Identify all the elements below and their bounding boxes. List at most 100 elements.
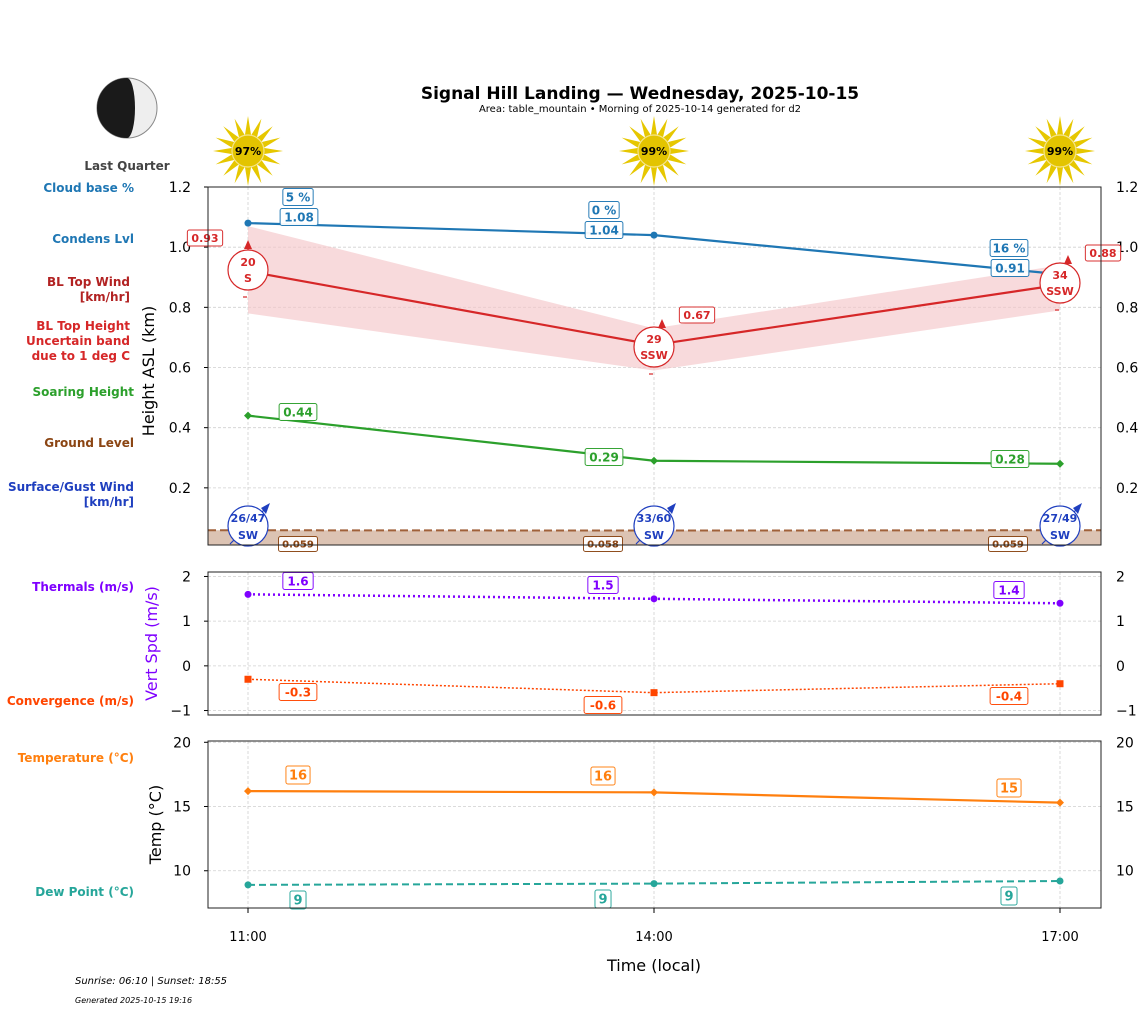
soaring-height-label: 0.44: [278, 403, 318, 421]
legend-cloud-base: Cloud base %: [43, 181, 134, 195]
y-axis-label: Vert Spd (m/s): [142, 586, 161, 701]
sun-icon: 99%: [619, 116, 689, 186]
temperature-label-text: 16: [594, 770, 612, 785]
convergence-point: [244, 675, 252, 683]
ground-level-label: 0.058: [583, 536, 623, 552]
bl-top-height-label-box: [186, 229, 224, 247]
convergence-label-text: -0.3: [285, 685, 311, 699]
wind-speed: 26/47: [231, 512, 266, 525]
soaring-height-label-text: 0.29: [589, 450, 619, 464]
legend-soaring-height: Soaring Height: [33, 385, 135, 399]
dewpoint-point: [650, 880, 658, 888]
y-tick-label-right: 1.0: [1116, 240, 1138, 256]
wind-speed: 33/60: [637, 512, 672, 525]
dewpoint-label: 9: [594, 889, 612, 909]
bl-top-wind-barb: 20 S: [227, 240, 269, 298]
thermals-label: 1.4: [993, 581, 1025, 599]
soaring-height-label-text: 0.44: [283, 405, 313, 419]
ground-level-label: 0.059: [988, 536, 1028, 552]
condensation-label: 1.04: [584, 221, 624, 239]
cloud-base-percent-label: 16 %: [989, 239, 1029, 257]
thermals-label-text: 1.5: [592, 578, 613, 592]
sun-times: Sunrise: 06:10 | Sunset: 18:55: [75, 976, 227, 987]
wind-arrow-icon: [1064, 255, 1072, 264]
temperature-panel: 10 10 15 15 20 20 16 16 15 9 9 9 Temp (°C) 11:00 14:00…: [146, 735, 1134, 975]
wind-direction: SSW: [1046, 285, 1073, 298]
condensation-label-text: 0.91: [995, 261, 1025, 275]
y-tick-label-left: 1.2: [169, 180, 191, 196]
ground-level-label-box: [278, 536, 318, 552]
y-tick-label-right: 0.2: [1116, 481, 1138, 497]
dewpoint-label-box: [289, 890, 307, 910]
thermals-label: 1.6: [282, 572, 314, 590]
legend-condensation-level: Condens Lvl: [52, 232, 134, 246]
generated-timestamp: Generated 2025-10-15 19:16: [75, 996, 192, 1005]
chart-title: Signal Hill Landing — Wednesday, 2025-10…: [421, 84, 859, 104]
thermal-point: [1056, 599, 1064, 607]
y-tick-label-left: 20: [173, 735, 191, 751]
cloud-base-percent-label: 0 %: [588, 201, 620, 219]
convergence-label: -0.3: [278, 683, 318, 701]
y-tick-label-left: 0.6: [169, 361, 191, 377]
wind-speed: 20: [240, 256, 256, 269]
x-tick-label: 11:00: [229, 930, 266, 945]
bl-top-wind-barb: 34 SSW: [1039, 255, 1081, 311]
bl-top-height-label-text: 0.88: [1089, 247, 1116, 260]
convergence-line: [247, 678, 1061, 694]
bl-top-height-label: 0.88: [1084, 244, 1122, 262]
wind-direction: S: [244, 272, 252, 285]
dewpoint-label-text: 9: [1004, 890, 1013, 905]
soaring-height-label: 0.29: [584, 448, 624, 466]
ground-level-label-box: [988, 536, 1028, 552]
temperature-label-box: [996, 778, 1022, 798]
surface-wind-barb: 27/49 SW: [1039, 503, 1082, 547]
legend-bl-top-height: BL Top Height Uncertain band due to 1 deg …: [26, 319, 130, 363]
sun-disc: [637, 134, 671, 168]
panel-frame: [207, 571, 1102, 716]
convergence-label: -0.4: [989, 687, 1029, 705]
y-tick-label-right: 1: [1116, 614, 1125, 630]
dewpoint-label: 9: [289, 890, 307, 910]
condensation-point: [244, 219, 252, 227]
y-tick-label-left: 1: [182, 614, 191, 630]
surface-wind-barb: 33/60 SW: [633, 503, 676, 547]
soaring-height-label-box: [990, 450, 1030, 468]
convergence-label: -0.6: [583, 696, 623, 714]
wind-speed: 29: [646, 333, 661, 346]
y-tick-label-left: 15: [173, 800, 191, 816]
dewpoint-label-text: 9: [598, 893, 607, 908]
y-tick-label-right: 10: [1116, 864, 1134, 880]
ground-level-label: 0.059: [278, 536, 318, 552]
wind-arrow-icon: [667, 503, 676, 514]
condensation-label-box: [584, 221, 624, 239]
y-tick-label-left: 10: [173, 864, 191, 880]
panel-frame: [207, 186, 1102, 546]
condensation-point: [650, 231, 658, 239]
height-panel: 0.2 0.2 0.4 0.4 0.6 0.6 0.8 0.8 1.0 1.0 1.2 1.2 1.08…: [139, 116, 1138, 552]
y-tick-label-right: 0.6: [1116, 361, 1138, 377]
y-axis-label: Height ASL (km): [139, 306, 158, 436]
y-tick-label-left: 0.8: [169, 300, 191, 316]
sun-icon: 97%: [213, 116, 283, 186]
legend-ground-level: Ground Level: [44, 436, 134, 450]
y-tick-label-left: 0: [182, 659, 191, 675]
wind-circle: [633, 505, 675, 547]
temperature-point: [650, 788, 658, 797]
temperature-label-box: [285, 765, 311, 785]
temperature-label: 15: [996, 778, 1022, 798]
x-tick-label: 17:00: [1041, 930, 1078, 945]
soaring-height-label: 0.28: [990, 450, 1030, 468]
soaring-height-label-text: 0.28: [995, 452, 1025, 466]
y-tick-label-left: −1: [170, 704, 191, 720]
dewpoint-label-text: 9: [293, 894, 302, 909]
soaring-point: [1056, 459, 1064, 468]
bl-top-height-label-text: 0.93: [191, 232, 218, 245]
soaring-height-label-box: [278, 403, 318, 421]
wind-circle: [1039, 262, 1081, 304]
bl-top-wind-barb: 29 SSW: [633, 319, 675, 375]
y-tick-label-right: 15: [1116, 800, 1134, 816]
legend-temperature: Temperature (°C): [18, 751, 134, 765]
sun-icon: 99%: [1025, 116, 1095, 186]
soaring-point: [244, 411, 252, 420]
